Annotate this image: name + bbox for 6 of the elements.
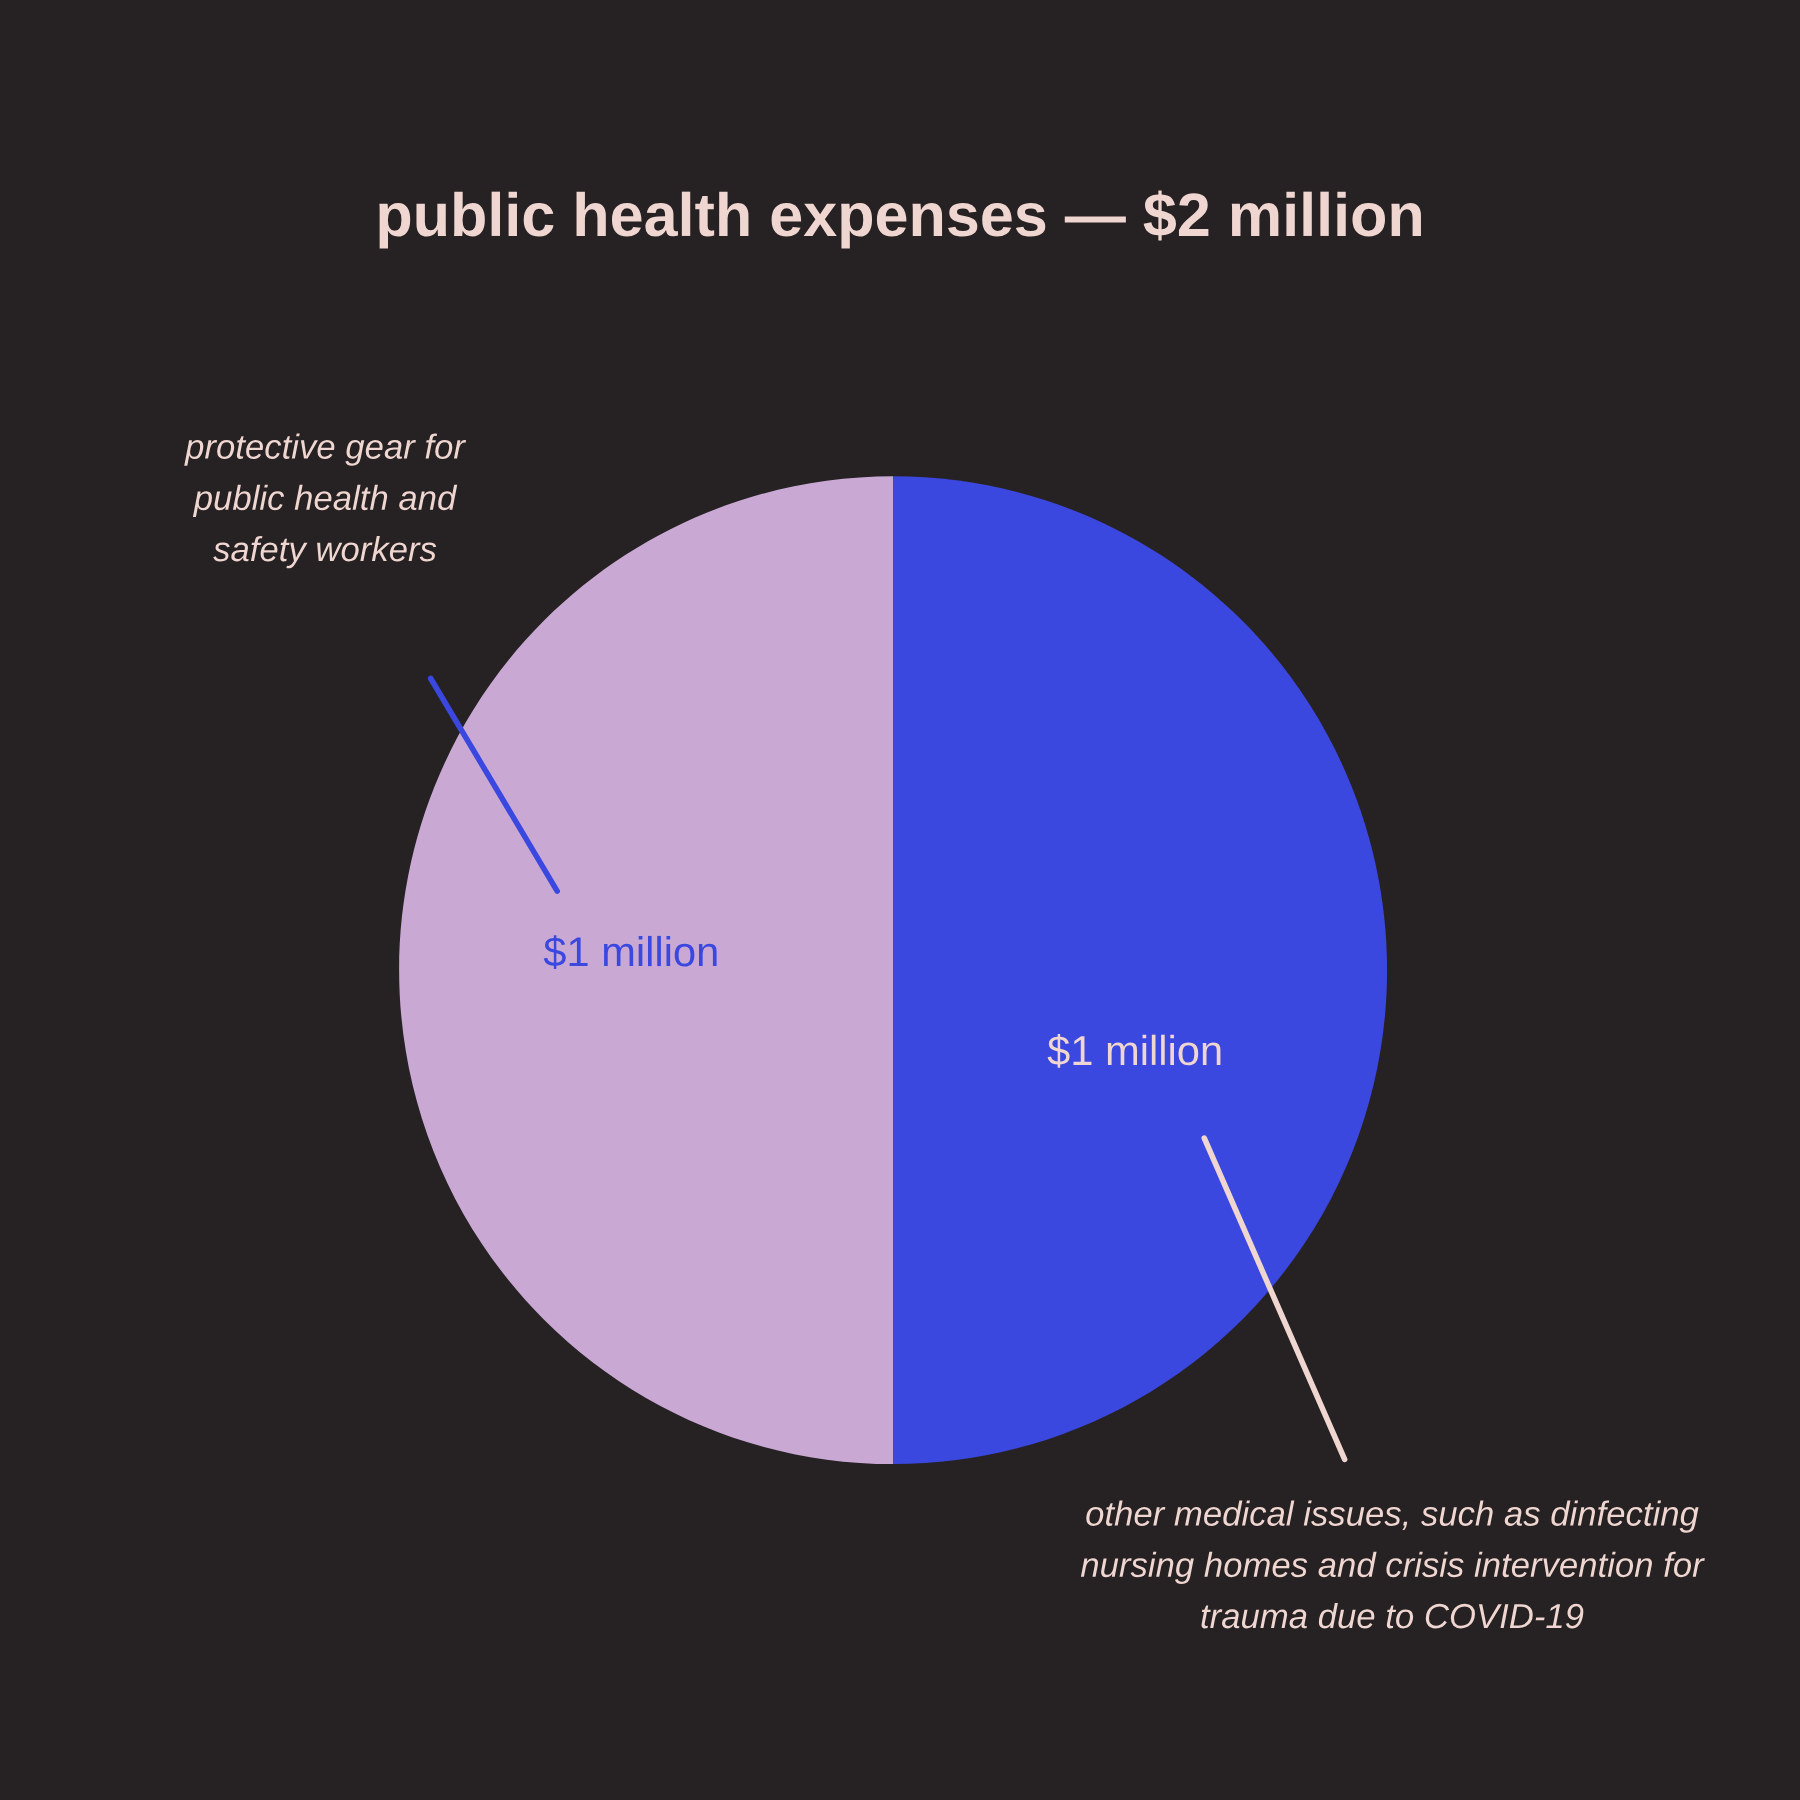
chart-title: public health expenses — $2 million	[379, 190, 1421, 249]
pie-slice	[893, 476, 1388, 1465]
slice-label: protective gear for public health and safety workers	[184, 433, 467, 569]
data-label: $1 million	[543, 935, 717, 969]
slice-label: other medical issues, such as dinfecting nursing homes and crisis intervention for trauma due to COVID-19	[1080, 1500, 1705, 1629]
data-label: $1 million	[1047, 1034, 1221, 1068]
